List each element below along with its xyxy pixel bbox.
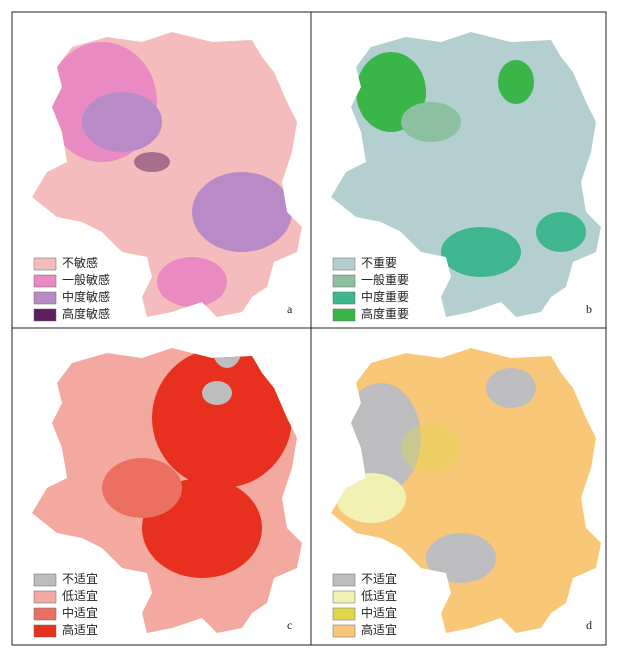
legend-label: 中适宜 — [62, 605, 98, 620]
legend-label: 高度重要 — [361, 306, 409, 321]
legend-label: 不重要 — [361, 256, 397, 270]
panel-label: d — [586, 618, 592, 632]
legend-swatch — [332, 274, 356, 288]
map-region — [202, 381, 232, 405]
legend-swatch — [33, 274, 57, 288]
legend-swatch — [332, 308, 356, 322]
map-region — [152, 348, 292, 488]
legend-swatch — [332, 590, 356, 604]
legend-swatch — [332, 573, 356, 587]
map-region — [441, 227, 521, 277]
map-region — [536, 212, 586, 252]
map-region — [192, 172, 292, 252]
panel-label: c — [287, 618, 292, 632]
legend-label: 中度敏感 — [62, 289, 110, 304]
legend-label: 一般敏感 — [62, 272, 110, 287]
map-region — [486, 368, 536, 408]
legend-swatch — [332, 257, 356, 271]
legend-label: 不适宜 — [361, 571, 397, 586]
legend-label: 低适宜 — [361, 588, 397, 603]
legend-swatch — [33, 257, 57, 271]
map-region — [157, 257, 227, 307]
legend-label: 中适宜 — [361, 605, 397, 620]
panel-label: b — [586, 302, 592, 316]
legend-swatch — [33, 291, 57, 305]
legend-swatch — [332, 624, 356, 638]
map-region — [82, 92, 162, 152]
panel-label: a — [287, 302, 293, 316]
map-region — [401, 102, 461, 142]
legend-swatch — [33, 607, 57, 621]
legend-swatch — [332, 607, 356, 621]
legend-label: 不适宜 — [62, 571, 98, 586]
legend-label: 低适宜 — [62, 588, 98, 603]
legend-label: 中度重要 — [361, 289, 409, 304]
legend-swatch — [33, 573, 57, 587]
legend-label: 高适宜 — [62, 622, 98, 637]
map-region — [212, 348, 242, 368]
map-region — [401, 423, 461, 473]
legend-label: 高度敏感 — [62, 306, 110, 321]
legend-swatch — [33, 624, 57, 638]
map-region — [498, 60, 534, 104]
legend-swatch — [33, 308, 57, 322]
legend-swatch — [33, 590, 57, 604]
legend-label: 高适宜 — [361, 622, 397, 637]
map-region — [102, 458, 182, 518]
map-region — [336, 473, 406, 523]
map-region — [426, 533, 496, 583]
legend-swatch — [332, 291, 356, 305]
legend-label: 一般重要 — [361, 272, 409, 287]
map-region — [134, 152, 170, 172]
legend-label: 不敏感 — [62, 255, 98, 270]
